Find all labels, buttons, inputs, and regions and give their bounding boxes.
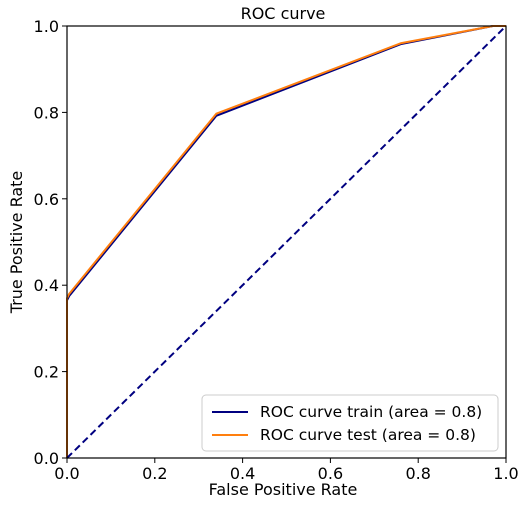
x-tick-label: 0.0	[54, 464, 79, 483]
x-axis-ticks: 0.0 0.2 0.4 0.6 0.8 1.0	[54, 458, 519, 483]
x-tick-label: 0.8	[405, 464, 430, 483]
chance-diagonal-line	[66, 25, 507, 459]
legend-label-test: ROC curve test (area = 0.8)	[260, 426, 476, 444]
series-layer	[66, 25, 507, 459]
y-tick-label: 0.6	[34, 190, 59, 209]
x-axis-label: False Positive Rate	[209, 480, 358, 499]
x-tick-label: 1.0	[493, 464, 518, 483]
legend-box	[201, 394, 499, 452]
x-tick-label: 0.6	[318, 464, 343, 483]
plot-frame	[66, 25, 507, 459]
y-tick-label: 0.4	[34, 276, 59, 295]
y-tick-label: 1.0	[34, 17, 59, 36]
legend-label-train: ROC curve train (area = 0.8)	[260, 403, 482, 421]
y-tick-label: 0.0	[34, 449, 59, 468]
x-tick-label: 0.4	[230, 464, 255, 483]
y-tick-label: 0.2	[34, 363, 59, 382]
y-tick-label: 0.8	[34, 103, 59, 122]
legend: ROC curve train (area = 0.8) ROC curve t…	[201, 394, 499, 452]
x-tick-label: 0.2	[142, 464, 167, 483]
chart-title: ROC curve	[241, 4, 326, 23]
y-axis-ticks: 0.0 0.2 0.4 0.6 0.8 1.0	[34, 17, 67, 468]
y-axis-label: True Positive Rate	[7, 171, 26, 315]
